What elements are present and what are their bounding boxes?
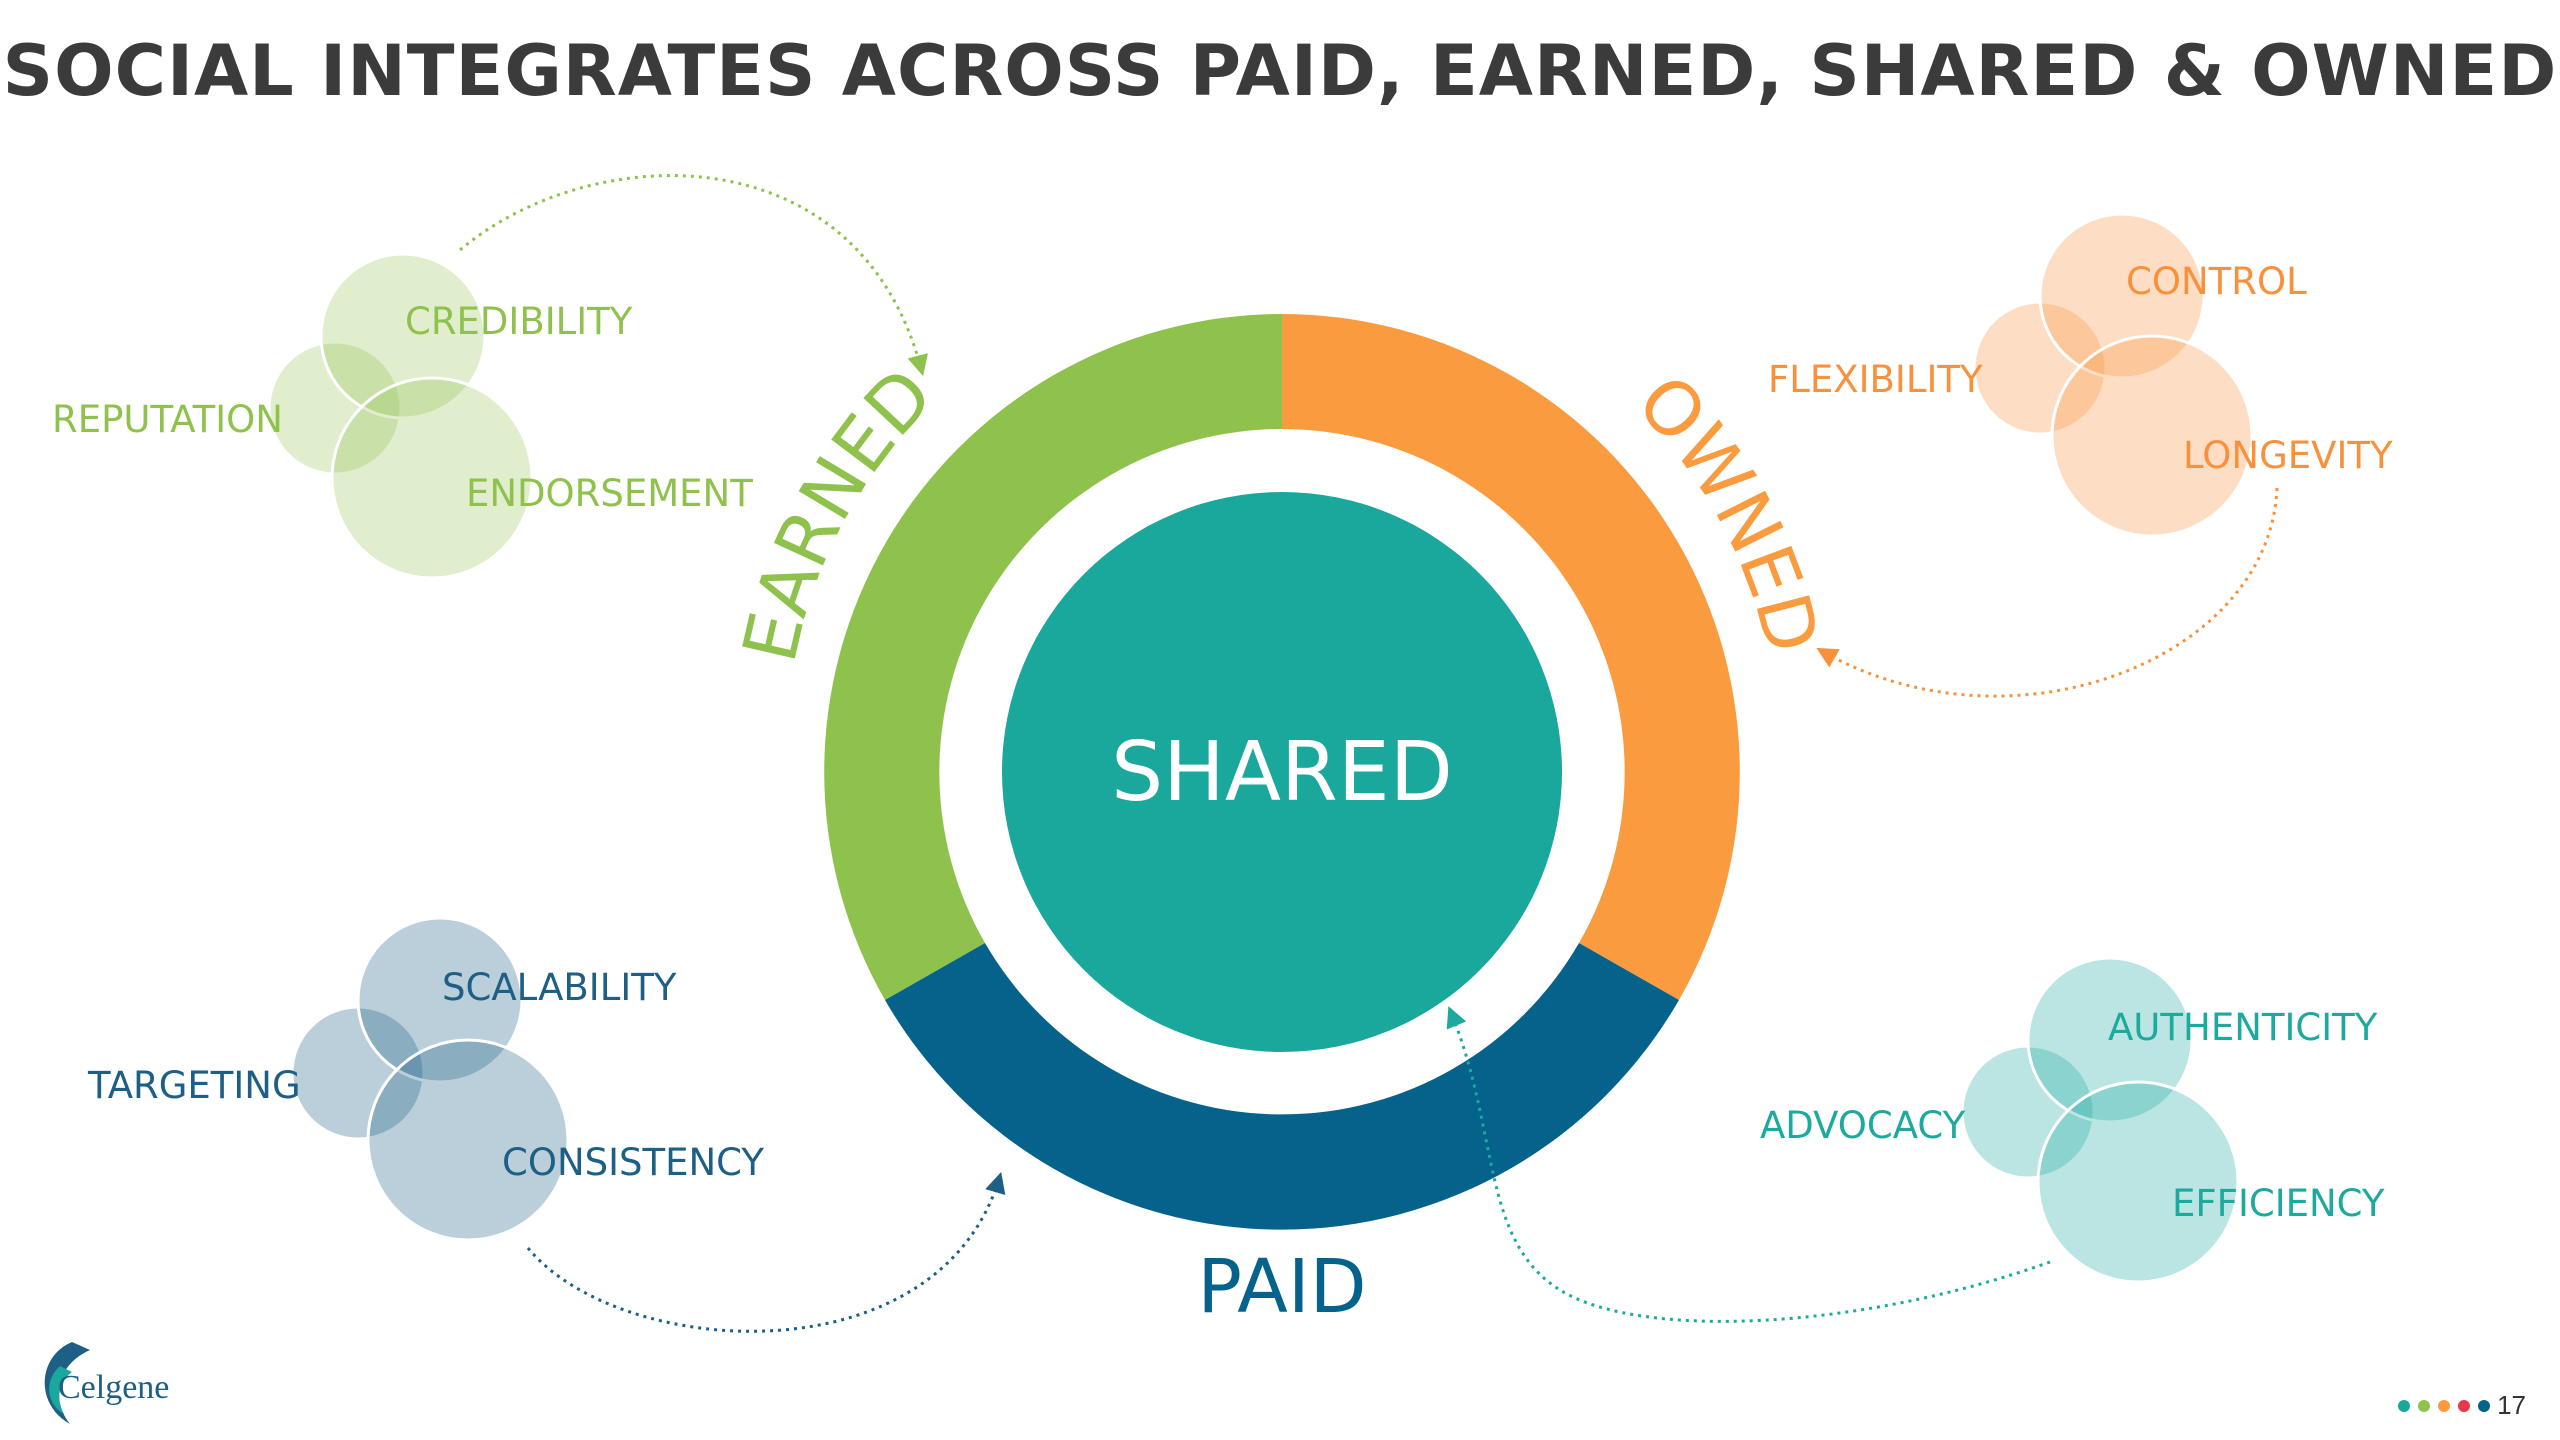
paid-item-consistency: CONSISTENCY (502, 1141, 764, 1184)
shared-item-advocacy: ADVOCACY (1760, 1104, 1966, 1147)
shared-center-label: SHARED (1111, 725, 1453, 820)
paid-bubble-consistency (368, 1040, 568, 1240)
celgene-logo-text: Celgene (58, 1369, 169, 1406)
owned-item-control: CONTROL (2126, 260, 2307, 303)
owned-item-longevity: LONGEVITY (2183, 434, 2393, 477)
paid-arrow (528, 1176, 1000, 1331)
footer-dot (2418, 1400, 2430, 1412)
shared-item-efficiency: EFFICIENCY (2172, 1182, 2385, 1225)
paid-ring-label: PAID (1197, 1244, 1366, 1330)
owned-cluster: CONTROL FLEXIBILITY LONGEVITY (1768, 214, 2393, 696)
earned-item-credibility: CREDIBILITY (405, 300, 633, 343)
shared-item-authenticity: AUTHENTICITY (2108, 1006, 2378, 1049)
paid-cluster: SCALABILITY TARGETING CONSISTENCY (87, 918, 1000, 1331)
slide-title: SOCIAL INTEGRATES ACROSS PAID, EARNED, S… (0, 30, 2560, 112)
owned-item-flexibility: FLEXIBILITY (1768, 358, 1983, 401)
footer-dot (2438, 1400, 2450, 1412)
page-number: 17 (2497, 1390, 2526, 1421)
paid-item-scalability: SCALABILITY (442, 966, 677, 1009)
paid-item-targeting: TARGETING (87, 1064, 301, 1107)
earned-item-reputation: REPUTATION (52, 398, 283, 441)
footer-dot (2458, 1400, 2470, 1412)
footer-dots (2398, 1400, 2490, 1412)
earned-item-endorsement: ENDORSEMENT (466, 472, 753, 515)
celgene-logo: Celgene (45, 1342, 170, 1424)
footer-dot (2398, 1400, 2410, 1412)
footer-dot (2478, 1400, 2490, 1412)
